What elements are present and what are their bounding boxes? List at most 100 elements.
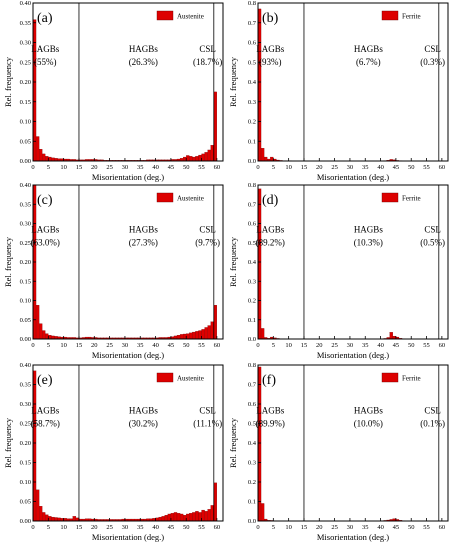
bar bbox=[161, 516, 165, 522]
x-axis-label: Misorientation (deg.) bbox=[317, 172, 389, 182]
x-tick-label: 40 bbox=[377, 342, 384, 349]
y-tick-label: 0.4 bbox=[248, 440, 257, 447]
x-tick-label: 20 bbox=[316, 164, 323, 171]
bar bbox=[42, 330, 46, 340]
region-percent-label: (55%) bbox=[34, 57, 57, 67]
x-tick-label: 0 bbox=[31, 164, 34, 171]
bar bbox=[210, 505, 214, 522]
x-tick-label: 15 bbox=[76, 164, 83, 171]
x-axis-label: Misorientation (deg.) bbox=[92, 350, 164, 360]
x-tick-label: 40 bbox=[377, 164, 384, 171]
bar bbox=[210, 145, 214, 162]
x-tick-label: 60 bbox=[214, 342, 221, 349]
y-tick-label: 0.6 bbox=[248, 40, 257, 47]
y-tick-label: 0.15 bbox=[20, 278, 31, 285]
bar bbox=[192, 156, 196, 162]
legend-label: Austenite bbox=[177, 13, 204, 21]
bar bbox=[198, 330, 202, 340]
bar bbox=[35, 489, 40, 522]
bar bbox=[195, 511, 199, 522]
y-tick-label: 0.25 bbox=[20, 421, 31, 428]
bar bbox=[35, 304, 40, 340]
bar bbox=[176, 335, 181, 340]
bar bbox=[176, 513, 181, 522]
y-tick-label: 0.5 bbox=[248, 421, 256, 428]
legend-swatch bbox=[156, 372, 174, 383]
region-name-label: LAGBs bbox=[256, 225, 284, 235]
y-tick-label: 0.15 bbox=[20, 460, 31, 467]
x-axis-label: Misorientation (deg.) bbox=[317, 350, 389, 360]
y-tick-label: 0.40 bbox=[20, 362, 31, 369]
bar bbox=[201, 509, 205, 522]
region-percent-label: (9.7%) bbox=[195, 238, 220, 248]
chart-panel: 0 5 10 15 20 25 30 35 40 45 50 55 60 0.00 0.05 0.10 0.15… bbox=[3, 362, 224, 542]
x-tick-label: 50 bbox=[183, 164, 190, 171]
x-tick-label: 35 bbox=[137, 342, 144, 349]
y-tick-label: 0.20 bbox=[20, 440, 31, 447]
bar bbox=[45, 156, 49, 162]
x-tick-label: 35 bbox=[362, 524, 369, 531]
region-name-label: CSL bbox=[424, 225, 441, 235]
chart-panel: 0 5 10 15 20 25 30 35 40 45 50 55 60 0.0 0.1 0.2 0.3 0.4 0… bbox=[228, 182, 449, 360]
bar bbox=[207, 325, 211, 340]
y-tick-label: 0.40 bbox=[20, 182, 31, 189]
x-tick-label: 35 bbox=[137, 524, 144, 531]
bar bbox=[201, 153, 205, 162]
y-tick-label: 0.00 bbox=[20, 518, 31, 525]
x-tick-label: 15 bbox=[301, 164, 308, 171]
x-tick-label: 55 bbox=[423, 164, 430, 171]
region-percent-label: (0.3%) bbox=[420, 57, 445, 67]
x-tick-label: 0 bbox=[256, 524, 259, 531]
x-tick-label: 25 bbox=[331, 164, 338, 171]
x-tick-label: 55 bbox=[423, 342, 430, 349]
x-tick-label: 55 bbox=[423, 524, 430, 531]
region-percent-label: (89.9%) bbox=[256, 418, 285, 428]
region-name-label: CSL bbox=[199, 225, 216, 235]
legend-label: Ferrite bbox=[402, 13, 421, 21]
region-percent-label: (0.1%) bbox=[420, 418, 445, 428]
x-axis-label: Misorientation (deg.) bbox=[317, 532, 389, 542]
bar bbox=[179, 513, 184, 522]
legend-label: Ferrite bbox=[402, 195, 421, 203]
legend-swatch bbox=[156, 10, 174, 21]
bar bbox=[213, 482, 217, 522]
y-tick-label: 0.05 bbox=[20, 317, 31, 324]
chart-panel: 0 5 10 15 20 25 30 35 40 45 50 55 60 0.00 0.05 0.10 0.15… bbox=[3, 182, 224, 360]
y-tick-label: 0.15 bbox=[20, 99, 31, 106]
plot-frame bbox=[32, 2, 224, 162]
region-name-label: HAGBs bbox=[354, 225, 384, 235]
bar bbox=[198, 512, 202, 522]
y-tick-label: 0.10 bbox=[20, 298, 31, 305]
region-name-label: LAGBs bbox=[31, 225, 59, 235]
x-tick-label: 0 bbox=[256, 164, 259, 171]
y-tick-label: 0.30 bbox=[20, 40, 31, 47]
bar bbox=[173, 512, 178, 522]
y-tick-label: 0.7 bbox=[248, 382, 257, 389]
y-tick-label: 0.35 bbox=[20, 382, 31, 389]
x-tick-label: 30 bbox=[122, 164, 129, 171]
x-tick-label: 10 bbox=[60, 342, 67, 349]
y-tick-label: 0.4 bbox=[248, 259, 257, 266]
x-tick-label: 5 bbox=[47, 164, 50, 171]
y-tick-label: 0.2 bbox=[248, 298, 256, 305]
chart-panel: 0 5 10 15 20 25 30 35 40 45 50 55 60 0.00 0.05 0.10 0.15… bbox=[3, 0, 224, 182]
panel-label: (d) bbox=[262, 193, 279, 208]
region-name-label: LAGBs bbox=[31, 44, 59, 54]
bar-series bbox=[32, 19, 217, 162]
y-tick-label: 0.20 bbox=[20, 79, 31, 86]
y-tick-label: 0.05 bbox=[20, 138, 31, 145]
bar bbox=[201, 329, 205, 340]
legend-swatch bbox=[381, 192, 399, 203]
y-tick-label: 0.1 bbox=[248, 317, 256, 324]
bar bbox=[213, 304, 217, 340]
bar bbox=[42, 512, 46, 522]
bar bbox=[39, 149, 43, 162]
x-tick-label: 25 bbox=[106, 164, 113, 171]
y-axis-label: Rel. frequency bbox=[228, 56, 238, 107]
x-tick-label: 50 bbox=[408, 524, 415, 531]
bar bbox=[210, 321, 214, 340]
bar bbox=[204, 327, 208, 340]
region-percent-label: (93%) bbox=[259, 57, 282, 67]
y-tick-label: 0.35 bbox=[20, 201, 31, 208]
x-tick-label: 20 bbox=[91, 164, 98, 171]
